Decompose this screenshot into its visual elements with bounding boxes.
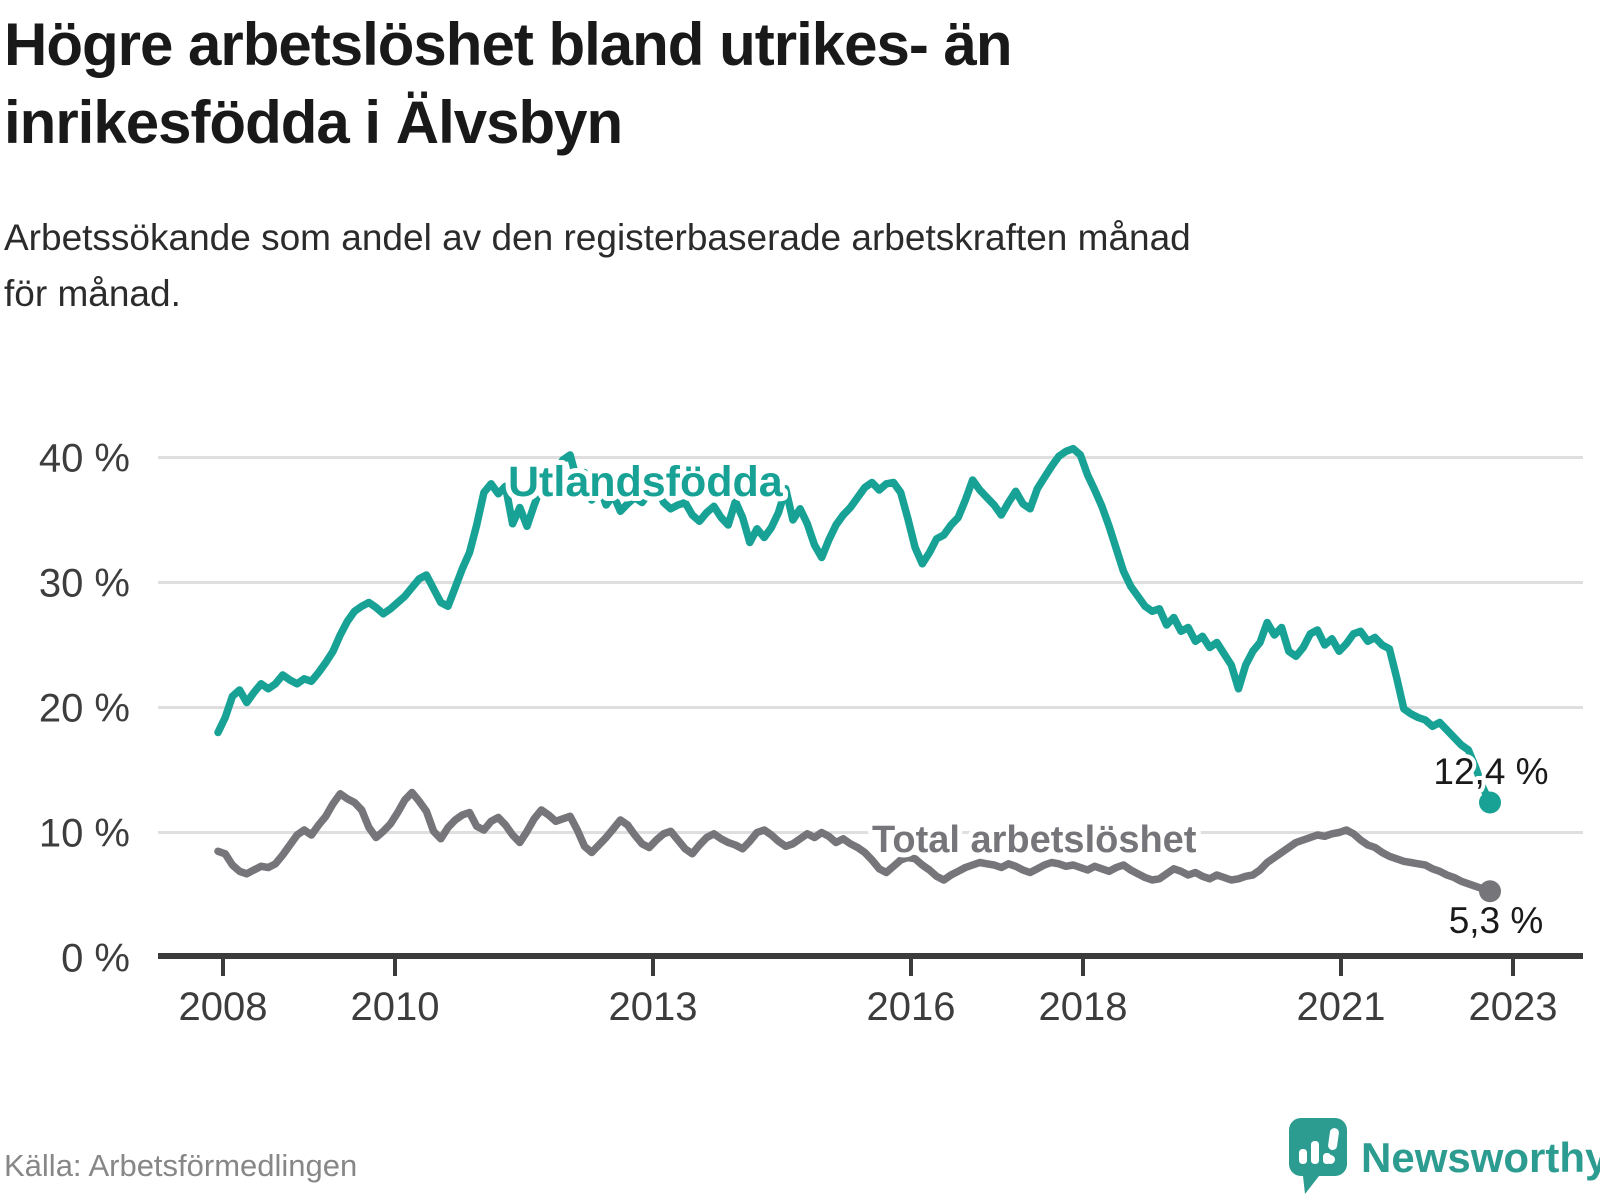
- title-line-2: inrikesfödda i Älvsbyn: [4, 89, 623, 156]
- page-title: Högre arbetslöshet bland utrikes- än inr…: [4, 6, 1013, 162]
- subtitle-line-1: Arbetssökande som andel av den registerb…: [4, 217, 1191, 258]
- y-tick-label-30: 30 %: [39, 562, 130, 606]
- series-label-utlandsfodda: Utlandsfödda: [508, 458, 784, 506]
- source-attribution: Källa: Arbetsförmedlingen: [4, 1148, 358, 1183]
- y-tick-label-10: 10 %: [39, 812, 130, 856]
- series-label-total-arbetsloshet: Total arbetslöshet: [872, 819, 1197, 861]
- data-series-lines: [214, 444, 1501, 903]
- x-tick-label-2023: 2023: [1469, 985, 1558, 1029]
- x-tick-label-2016: 2016: [867, 985, 956, 1029]
- x-axis: [158, 953, 1583, 976]
- x-tick-label-2021: 2021: [1297, 985, 1386, 1029]
- series-line-total: [214, 788, 1494, 896]
- y-axis-tick-labels: 40 % 30 % 20 % 10 % 0 %: [39, 437, 130, 981]
- end-value-label-utlandsfodda: 12,4 %: [1433, 751, 1548, 792]
- newsworthy-icon: [1289, 1118, 1347, 1194]
- brand-logo: Newsworthy: [1289, 1118, 1600, 1198]
- series-end-dot-utlandsfodda: [1479, 791, 1501, 814]
- end-value-label-total: 5,3 %: [1449, 900, 1544, 941]
- x-axis-tick-labels: 2008 2010 2013 2016 2018 2021 2023: [179, 985, 1558, 1029]
- series-line-utlandsfodda: [214, 444, 1494, 807]
- brand-name: Newsworthy: [1361, 1134, 1600, 1181]
- y-tick-label-40: 40 %: [39, 437, 130, 481]
- series-end-dot-total: [1479, 880, 1501, 903]
- x-tick-label-2018: 2018: [1039, 985, 1128, 1029]
- y-tick-label-0: 0 %: [61, 937, 130, 981]
- subtitle-line-2: för månad.: [4, 273, 181, 314]
- y-tick-label-20: 20 %: [39, 687, 130, 731]
- chart-subtitle: Arbetssökande som andel av den registerb…: [4, 210, 1191, 322]
- x-tick-label-2008: 2008: [179, 985, 268, 1029]
- x-tick-label-2013: 2013: [609, 985, 698, 1029]
- x-tick-label-2010: 2010: [351, 985, 440, 1029]
- gridlines: [158, 456, 1583, 834]
- title-line-1: Högre arbetslöshet bland utrikes- än: [4, 11, 1013, 78]
